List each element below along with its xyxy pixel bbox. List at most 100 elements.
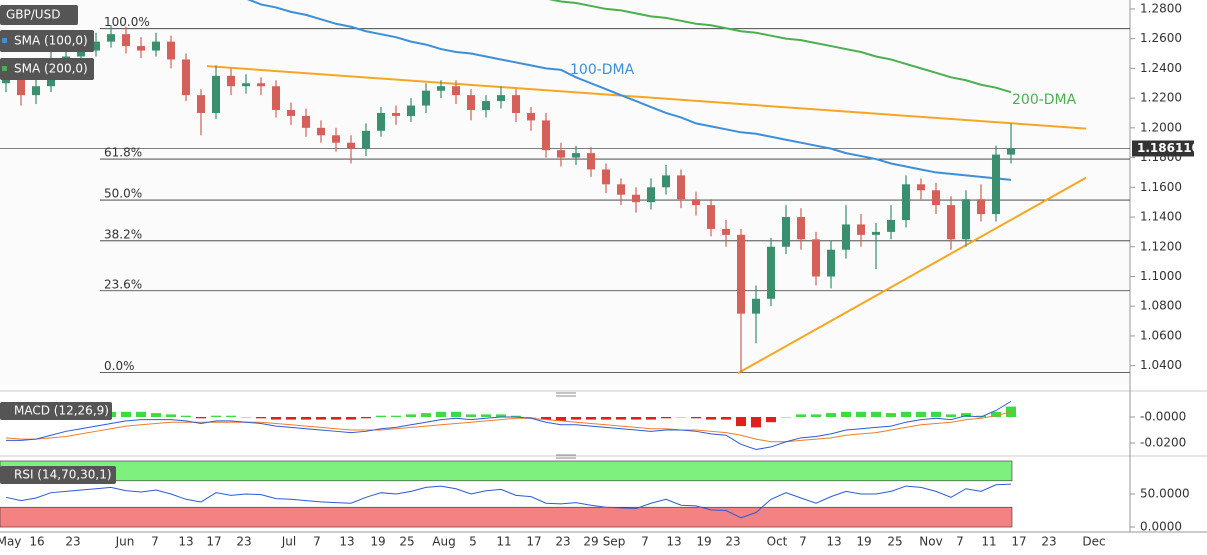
trendline (737, 176, 1087, 374)
candle-body (467, 95, 475, 110)
macd-histogram-bar (256, 416, 266, 419)
panel-label-box (0, 466, 116, 484)
candle-body (452, 86, 460, 96)
candle-body (1007, 148, 1015, 155)
macd-histogram-bar (481, 414, 491, 417)
y-tick-label: -0.0000 (1140, 409, 1186, 423)
macd-histogram-bar (541, 416, 551, 420)
macd-histogram-bar (376, 415, 386, 417)
legend-box (0, 5, 78, 25)
candle-body (812, 239, 820, 277)
macd-histogram-bar (196, 416, 206, 419)
macd-histogram-bar (556, 416, 566, 421)
rsi-band (0, 460, 1013, 482)
candle-body (677, 175, 685, 200)
candle-body (32, 86, 40, 96)
fib-label: 0.0% (104, 359, 135, 373)
y-tick-label: 0.0000 (1140, 520, 1182, 534)
macd-histogram-bar (841, 411, 851, 417)
x-tick-label: 23 (65, 535, 80, 549)
macd-histogram-bar (616, 416, 626, 420)
trendline (206, 65, 1087, 130)
macd-histogram-bar (331, 416, 341, 420)
candle-body (422, 90, 430, 106)
macd-histogram-bar (631, 416, 641, 420)
candle-body (992, 154, 1000, 215)
candle-body (227, 75, 235, 87)
y-tick-label: 1.0400 (1140, 358, 1182, 372)
macd-histogram-bar (961, 413, 971, 417)
candle-body (872, 231, 880, 235)
y-tick-label: 1.0600 (1140, 328, 1182, 342)
macd-histogram-bar (931, 411, 941, 417)
macd-histogram-bar (436, 411, 446, 417)
macd-histogram-bar (226, 415, 236, 417)
x-tick-label: 17 (1011, 535, 1026, 549)
candle-body (317, 127, 325, 136)
x-tick-label: 29 (583, 535, 598, 549)
macd-histogram-bar (241, 416, 251, 418)
macd-histogram-bar (976, 415, 986, 417)
x-tick-label: 19 (370, 535, 385, 549)
x-tick-label: 23 (555, 535, 570, 549)
macd-histogram-bar (766, 416, 776, 423)
macd-histogram-bar (571, 416, 581, 420)
candle-body (332, 135, 340, 143)
macd-histogram-bar (601, 416, 611, 420)
macd-histogram-bar (856, 411, 866, 417)
last-price-box (1132, 140, 1194, 157)
candle-body (392, 112, 400, 116)
macd-histogram-bar (151, 413, 161, 417)
fib-label: 23.6% (104, 277, 142, 291)
macd-histogram-bar (796, 414, 806, 417)
candle-body (947, 205, 955, 240)
legend-entry: SMA (200,0) (14, 62, 88, 76)
macd-histogram-bar (721, 416, 731, 420)
x-tick-label: Dec (1082, 535, 1105, 549)
x-tick-label: 11 (981, 535, 996, 549)
rsi-band (0, 506, 1013, 528)
candle-body (107, 34, 115, 42)
candle-body (557, 150, 565, 158)
candle-body (587, 153, 595, 170)
x-tick-label: 7 (313, 535, 321, 549)
x-tick-label: 7 (799, 535, 807, 549)
macd-histogram-bar (691, 416, 701, 419)
candle-body (257, 83, 265, 87)
x-tick-label: 23 (1041, 535, 1056, 549)
candle-body (407, 105, 415, 116)
candle-body (542, 120, 550, 151)
macd-histogram-bar (751, 416, 761, 428)
x-tick-label: Nov (919, 535, 942, 549)
candle-body (497, 95, 505, 102)
x-tick-label: 25 (399, 535, 414, 549)
x-tick-label: 16 (29, 535, 44, 549)
y-tick-label: 1.2800 (1140, 1, 1182, 15)
x-tick-label: 17 (206, 535, 221, 549)
candle-body (827, 249, 835, 277)
sma-line (548, 0, 1012, 94)
x-tick-label: 17 (526, 535, 541, 549)
legend-entry: SMA (100,0) (14, 34, 88, 48)
macd-histogram-bar (736, 416, 746, 427)
macd-line (6, 400, 1012, 451)
candle-body (152, 41, 160, 51)
y-tick-label: 1.1400 (1140, 210, 1182, 224)
signal-line (5, 411, 1012, 443)
candle-body (842, 224, 850, 250)
sma-line (247, 0, 1012, 181)
macd-histogram-bar (871, 411, 881, 417)
candle-body (302, 115, 310, 128)
candle-body (767, 246, 775, 299)
legend-swatch (2, 66, 7, 71)
candle-body (347, 142, 355, 149)
macd-histogram-bar (511, 415, 521, 417)
macd-histogram-bar (781, 416, 791, 418)
macd-histogram-bar (991, 411, 1001, 417)
panel-title: MACD (12,26,9) (14, 404, 109, 418)
candle-body (752, 298, 760, 314)
x-tick-label: Aug (432, 535, 455, 549)
y-tick-label: 1.2200 (1140, 91, 1182, 105)
panel-label-box (0, 402, 112, 420)
